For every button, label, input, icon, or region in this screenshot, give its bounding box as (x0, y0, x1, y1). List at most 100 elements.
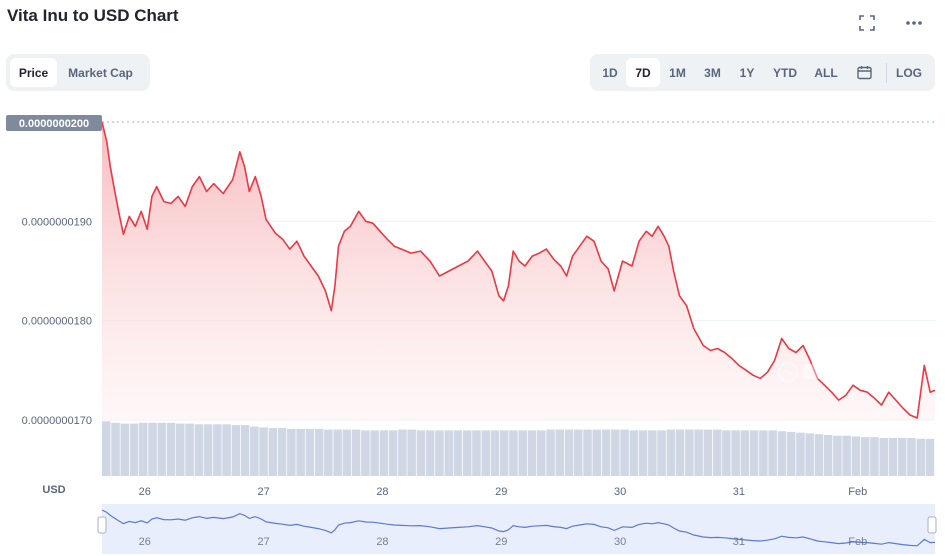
volume-bar (268, 428, 278, 476)
volume-bar (240, 425, 250, 476)
volume-bar (527, 430, 537, 476)
price-chart[interactable]: 0.0000000190 0.0000000180 0.0000000170 0.0… (0, 100, 945, 556)
x-tick-label: 31 (733, 486, 745, 498)
x-tick-label: 28 (376, 486, 388, 498)
volume-bar (388, 430, 398, 476)
x-tick-label: 29 (495, 486, 507, 498)
tab-price[interactable]: Price (10, 58, 57, 87)
volume-bar (629, 430, 639, 476)
tab-market-cap[interactable]: Market Cap (68, 65, 133, 80)
range-ytd[interactable]: YTD (773, 65, 797, 80)
volume-bar (490, 430, 500, 476)
range-1d[interactable]: 1D (602, 65, 618, 80)
volume-bar (638, 430, 648, 476)
volume-bar (740, 430, 750, 476)
volume-bar (463, 430, 472, 476)
volume-bar (194, 424, 204, 476)
volume-bar (111, 422, 120, 476)
navigator-tick-label: 28 (376, 536, 388, 548)
navigator-tick-label: 30 (614, 536, 626, 548)
y-tick-label: 0.0000000180 (22, 316, 92, 328)
volume-bar (712, 429, 722, 476)
volume-bar (259, 427, 268, 476)
expand-icon[interactable] (856, 12, 878, 34)
volume-bar (277, 428, 287, 476)
volume-bar (898, 438, 907, 476)
view-toggle: Price Market Cap (6, 54, 150, 91)
volume-bar (379, 430, 389, 476)
volume-bar (139, 422, 148, 476)
volume-bar (102, 421, 111, 476)
volume-bar (398, 429, 407, 476)
coinmarketcap-logo (777, 361, 913, 383)
calendar-icon[interactable] (846, 58, 882, 87)
chart-title: Vita Inu to USD Chart (7, 6, 179, 25)
volume-bar (620, 429, 629, 476)
volume-bar (888, 438, 898, 476)
navigator-tick-label: Feb (848, 536, 867, 548)
volume-bar (555, 429, 564, 476)
volume-bar (749, 430, 759, 476)
axis-unit-label: USD (42, 484, 65, 496)
volume-bar (500, 430, 509, 476)
volume-bar (407, 429, 416, 476)
volume-bar (786, 431, 796, 476)
navigator-handle-left[interactable] (97, 516, 107, 534)
volume-bar (509, 430, 518, 476)
volume-bar (564, 429, 574, 476)
volume-bars (102, 421, 935, 476)
volume-bar (583, 429, 592, 476)
volume-bar (574, 429, 583, 476)
volume-bar (185, 423, 194, 476)
current-price-badge: 0.0000000200 (6, 115, 102, 131)
volume-bar (231, 425, 241, 476)
volume-bar (657, 430, 666, 476)
navigator-tick-label: 26 (139, 536, 151, 548)
range-7d[interactable]: 7D (626, 58, 660, 87)
volume-bar (129, 423, 139, 476)
volume-bar (833, 435, 842, 476)
volume-bar (861, 437, 870, 476)
volume-bar (148, 422, 157, 476)
volume-bar (805, 433, 814, 476)
range-3m[interactable]: 3M (704, 65, 721, 80)
volume-bar (722, 430, 731, 476)
volume-bar (287, 428, 296, 476)
navigator[interactable]: 26 27 28 29 30 31 Feb (97, 504, 937, 554)
volume-bar (333, 429, 342, 476)
x-tick-label: 27 (257, 486, 269, 498)
volume-bar (648, 430, 657, 476)
volume-bar (601, 429, 611, 476)
navigator-handle-right[interactable] (927, 516, 937, 534)
navigator-window[interactable] (102, 504, 935, 554)
volume-bar (694, 429, 703, 476)
volume-bar (481, 430, 490, 476)
log-toggle[interactable]: LOG (896, 65, 922, 80)
volume-bar (370, 430, 379, 476)
volume-bar (675, 429, 685, 476)
volume-bar (666, 429, 676, 476)
volume-bar (537, 430, 546, 476)
range-divider (886, 62, 887, 83)
navigator-line (101, 509, 936, 547)
volume-bar (435, 430, 444, 476)
range-toggle: 1D 7D 1M 3M 1Y YTD ALL LOG (590, 54, 935, 91)
volume-bar (176, 423, 185, 476)
volume-bar (203, 424, 213, 476)
volume-bar (685, 429, 694, 476)
volume-bar (222, 424, 231, 476)
more-icon[interactable] (903, 12, 925, 34)
volume-bar (296, 428, 305, 476)
volume-bar (925, 438, 935, 476)
navigator-tick-label: 31 (733, 536, 745, 548)
range-all[interactable]: ALL (814, 65, 838, 80)
range-1m[interactable]: 1M (669, 65, 686, 80)
volume-bar (703, 429, 713, 476)
range-1y[interactable]: 1Y (739, 65, 755, 80)
volume-bar (759, 430, 768, 476)
navigator-tick-label: 29 (495, 536, 507, 548)
volume-bar (324, 429, 333, 476)
volume-bar (870, 437, 879, 476)
volume-bar (814, 434, 824, 476)
volume-bar (250, 426, 259, 476)
